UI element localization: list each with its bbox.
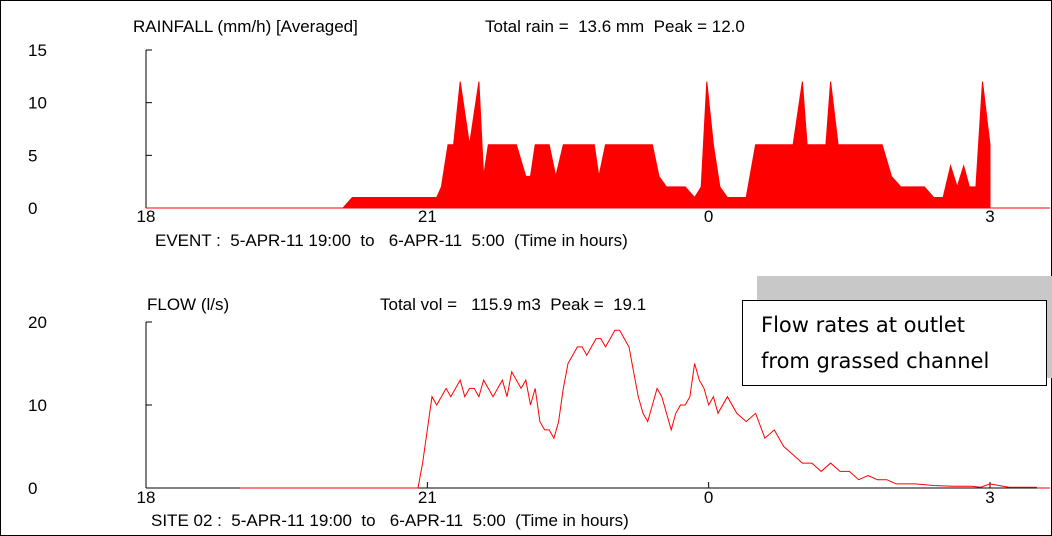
y-tick-label: 10 xyxy=(28,94,47,113)
y-tick-label: 10 xyxy=(28,396,47,415)
x-tick-label: 21 xyxy=(418,207,437,226)
callout-line-1: Flow rates at outlet xyxy=(761,313,966,337)
x-tick-label: 0 xyxy=(704,488,713,507)
flow-footer: SITE 02 : 5-APR-11 19:00 to 6-APR-11 5:0… xyxy=(151,511,629,530)
flow-title: FLOW (l/s) xyxy=(147,295,230,314)
flow-line xyxy=(239,329,1037,489)
rainfall-area xyxy=(341,81,991,209)
x-tick-label: 18 xyxy=(137,207,156,226)
x-tick-label: 3 xyxy=(985,488,994,507)
rainfall-summary: Total rain = 13.6 mm Peak = 12.0 xyxy=(485,17,745,36)
y-tick-label: 0 xyxy=(28,479,37,498)
y-tick-label: 0 xyxy=(28,199,37,218)
callout-line-2: from grassed channel xyxy=(761,349,990,373)
flow-summary: Total vol = 115.9 m3 Peak = 19.1 xyxy=(380,295,647,314)
x-tick-label: 3 xyxy=(985,207,994,226)
rainfall-footer: EVENT : 5-APR-11 19:00 to 6-APR-11 5:00 … xyxy=(155,231,628,250)
y-tick-label: 20 xyxy=(28,313,47,332)
rainfall-title: RAINFALL (mm/h) [Averaged] xyxy=(133,17,358,36)
y-tick-label: 5 xyxy=(28,146,37,165)
x-tick-label: 21 xyxy=(418,488,437,507)
callout-box: Flow rates at outlet from grassed channe… xyxy=(742,300,1047,386)
x-tick-label: 0 xyxy=(704,207,713,226)
x-tick-label: 18 xyxy=(137,488,156,507)
y-tick-label: 15 xyxy=(28,41,47,60)
